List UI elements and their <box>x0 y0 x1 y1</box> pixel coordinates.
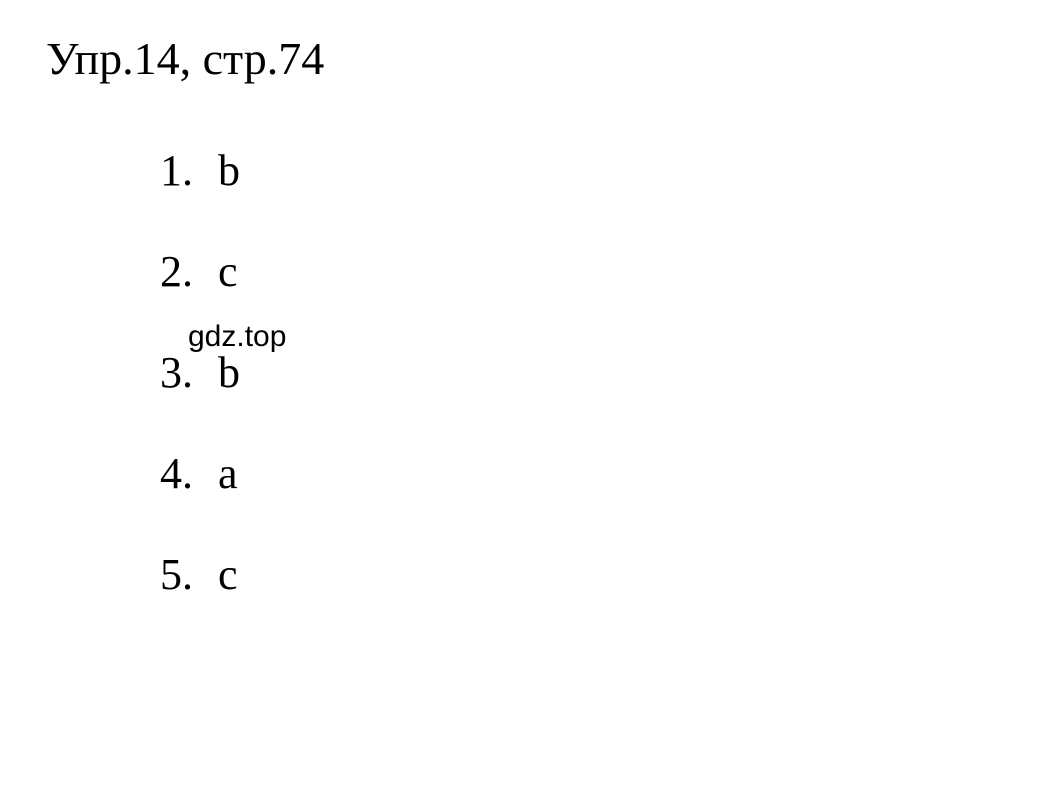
list-number: 2. <box>160 246 210 297</box>
list-item: 4. a <box>160 448 240 499</box>
list-number: 4. <box>160 448 210 499</box>
watermark-text: gdz.top <box>188 320 286 354</box>
list-item: 1. b <box>160 145 240 196</box>
list-value: b <box>218 145 240 196</box>
list-value: a <box>218 448 238 499</box>
answer-list: 1. b 2. c 3. b 4. a 5. c <box>160 145 240 650</box>
list-item: 3. b <box>160 347 240 398</box>
list-item: 5. c <box>160 549 240 600</box>
list-value: c <box>218 549 238 600</box>
list-number: 5. <box>160 549 210 600</box>
list-item: 2. c <box>160 246 240 297</box>
list-number: 1. <box>160 145 210 196</box>
page-title: Упр.14, стр.74 <box>46 32 324 85</box>
list-value: c <box>218 246 238 297</box>
list-value: b <box>218 347 240 398</box>
list-number: 3. <box>160 347 210 398</box>
